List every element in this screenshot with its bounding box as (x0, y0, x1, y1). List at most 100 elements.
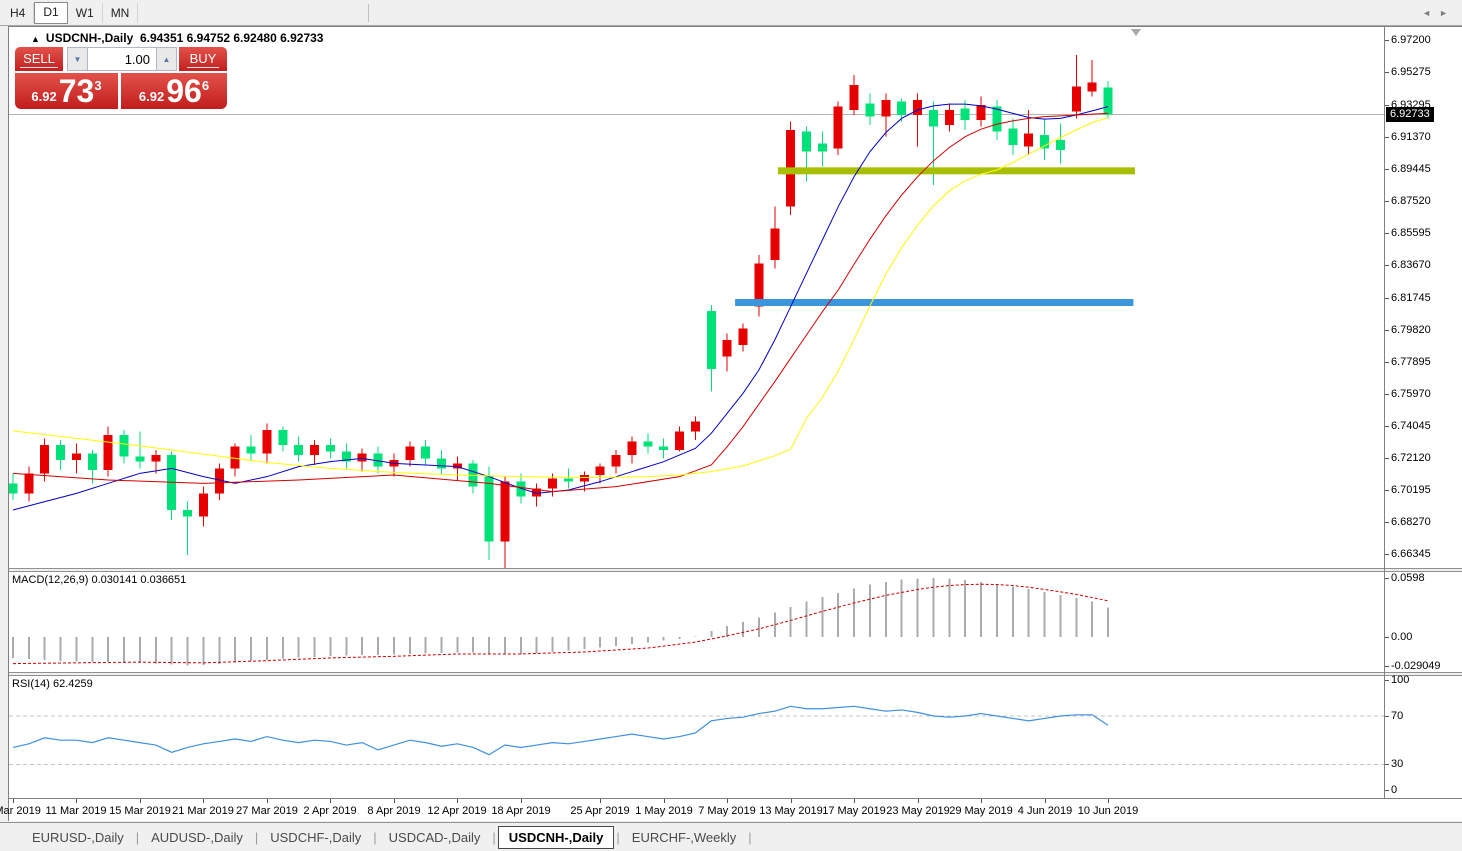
candle-body (310, 445, 320, 455)
support-blue-line[interactable] (735, 299, 1134, 306)
rsi-axis-label: 100 (1391, 674, 1410, 686)
volume-input[interactable] (88, 47, 156, 71)
date-axis-label: 12 Apr 2019 (427, 805, 487, 817)
price-axis-label-tick (1385, 298, 1389, 299)
candle-body (897, 101, 907, 115)
pane-separator[interactable] (9, 672, 1462, 676)
date-axis-label: 2 Apr 2019 (303, 805, 357, 817)
candle-body (992, 106, 1002, 132)
candle-body (9, 483, 18, 494)
buy-button[interactable]: BUY (179, 47, 227, 71)
price-axis-label-tick (1385, 362, 1389, 363)
date-axis-label: 15 Mar 2019 (109, 805, 171, 817)
price-axis-label: 6.97200 (1391, 34, 1431, 46)
candle-body (1024, 133, 1034, 147)
rsi-axis-label-tick (1385, 764, 1389, 765)
price-axis-label-tick (1385, 233, 1389, 234)
candle-body (1008, 128, 1018, 145)
date-axis-label: 1 May 2019 (635, 805, 693, 817)
macd-axis-label-tick (1385, 578, 1389, 579)
date-tick (981, 799, 982, 803)
chart-title: ▲ USDCNH-,Daily 6.94351 6.94752 6.92480 6… (31, 31, 323, 45)
candle-body (421, 446, 431, 459)
candle-body (1103, 87, 1113, 115)
period-tab-w1[interactable]: W1 (68, 2, 103, 23)
rsi-pane[interactable] (9, 676, 1384, 798)
pane-separator[interactable] (9, 568, 1462, 572)
rsi-line (12, 705, 1109, 756)
candle-body (325, 445, 335, 452)
date-tick (727, 799, 728, 803)
date-axis-label: 7 May 2019 (698, 805, 756, 817)
candle-body (817, 143, 827, 152)
price-axis-label: 6.75970 (1391, 388, 1431, 400)
candle-body (722, 340, 732, 357)
date-tick (1045, 799, 1046, 803)
chart-ohlc-values: 6.94351 6.94752 6.92480 6.92733 (139, 31, 324, 45)
date-tick (600, 799, 601, 803)
candle-body (849, 85, 859, 110)
price-axis-label-tick (1385, 490, 1389, 491)
date-tick (521, 799, 522, 803)
chart-shift-marker-icon[interactable] (1131, 29, 1141, 36)
price-axis-label: 6.79820 (1391, 324, 1431, 336)
price-axis-label: 6.91370 (1391, 131, 1431, 143)
candle-body (738, 328, 748, 345)
rsi-plot (9, 705, 1384, 765)
date-axis-label: 29 May 2019 (949, 805, 1013, 817)
candle-body (548, 478, 558, 489)
candle-body (24, 473, 34, 494)
chart-tab-eurchfweekly[interactable]: EURCHF-,Weekly (631, 829, 737, 845)
chart-tab-audusddaily[interactable]: AUDUSD-,Daily (151, 829, 243, 845)
date-tick (330, 799, 331, 803)
price-axis-label: 6.87520 (1391, 195, 1431, 207)
date-tick (457, 799, 458, 803)
chart-tab-eurusddaily[interactable]: EURUSD-,Daily (32, 829, 124, 845)
macd-plot (12, 578, 1110, 666)
date-axis-label: 18 Apr 2019 (491, 805, 551, 817)
sell-button-label: SELL (20, 51, 58, 68)
rsi-axis-label-tick (1385, 790, 1389, 791)
price-axis-label: 6.89445 (1391, 163, 1431, 175)
chart-tab-bar: EURUSD-,Daily | AUDUSD-,Daily | USDCHF-,Dail… (0, 822, 1462, 851)
candle-body (500, 481, 510, 542)
chart-tab-usdcnhdaily[interactable]: USDCNH-,Daily (497, 825, 615, 849)
macd-axis-label: 0.0598 (1391, 572, 1425, 584)
rsi-axis-label: 0 (1391, 784, 1398, 796)
date-axis-label: 11 Mar 2019 (45, 805, 107, 817)
sell-price-button[interactable]: 6.92 73 3 (15, 73, 118, 109)
candle-body (1087, 82, 1097, 92)
macd-axis-label: 0.00 (1391, 631, 1413, 643)
rsi-indicator-label: RSI(14) 62.4259 (12, 678, 93, 690)
chart-tab-usdcaddaily[interactable]: USDCAD-,Daily (388, 829, 481, 845)
tab-separator: | (492, 829, 496, 845)
candle-body (373, 453, 383, 467)
symbol-expand-icon[interactable]: ▲ (31, 34, 40, 44)
candle-body (484, 476, 494, 542)
buy-price-button[interactable]: 6.92 96 6 (121, 73, 227, 109)
period-tab-mn[interactable]: MN (103, 2, 139, 23)
candle-body (278, 430, 288, 445)
price-chart-pane[interactable] (9, 27, 1384, 568)
macd-pane[interactable] (9, 572, 1384, 672)
candle-body (643, 441, 653, 447)
candle-body (976, 105, 986, 120)
chart-symbol-label: USDCNH-,Daily (45, 31, 134, 45)
sell-button[interactable]: SELL (15, 47, 63, 71)
tab-scroll-right-icon[interactable]: ► (1439, 8, 1456, 18)
date-tick (791, 799, 792, 803)
period-tab-d1[interactable]: D1 (34, 1, 68, 24)
date-tick (267, 799, 268, 803)
volume-increase-icon[interactable]: ▲ (156, 47, 177, 71)
candle-body (532, 488, 542, 497)
chart-tab-usdchfdaily[interactable]: USDCHF-,Daily (270, 829, 362, 845)
date-axis-label: 23 May 2019 (886, 805, 950, 817)
date-tick (394, 799, 395, 803)
volume-decrease-icon[interactable]: ▼ (67, 47, 88, 71)
resistance-olive-line[interactable] (777, 167, 1136, 175)
tab-scroll-left-icon[interactable]: ◄ (1422, 8, 1440, 18)
candle-body (944, 110, 954, 125)
price-axis-label: 6.83670 (1391, 259, 1431, 271)
buy-button-label: BUY (186, 51, 220, 68)
period-tab-h4[interactable]: H4 (2, 2, 35, 23)
